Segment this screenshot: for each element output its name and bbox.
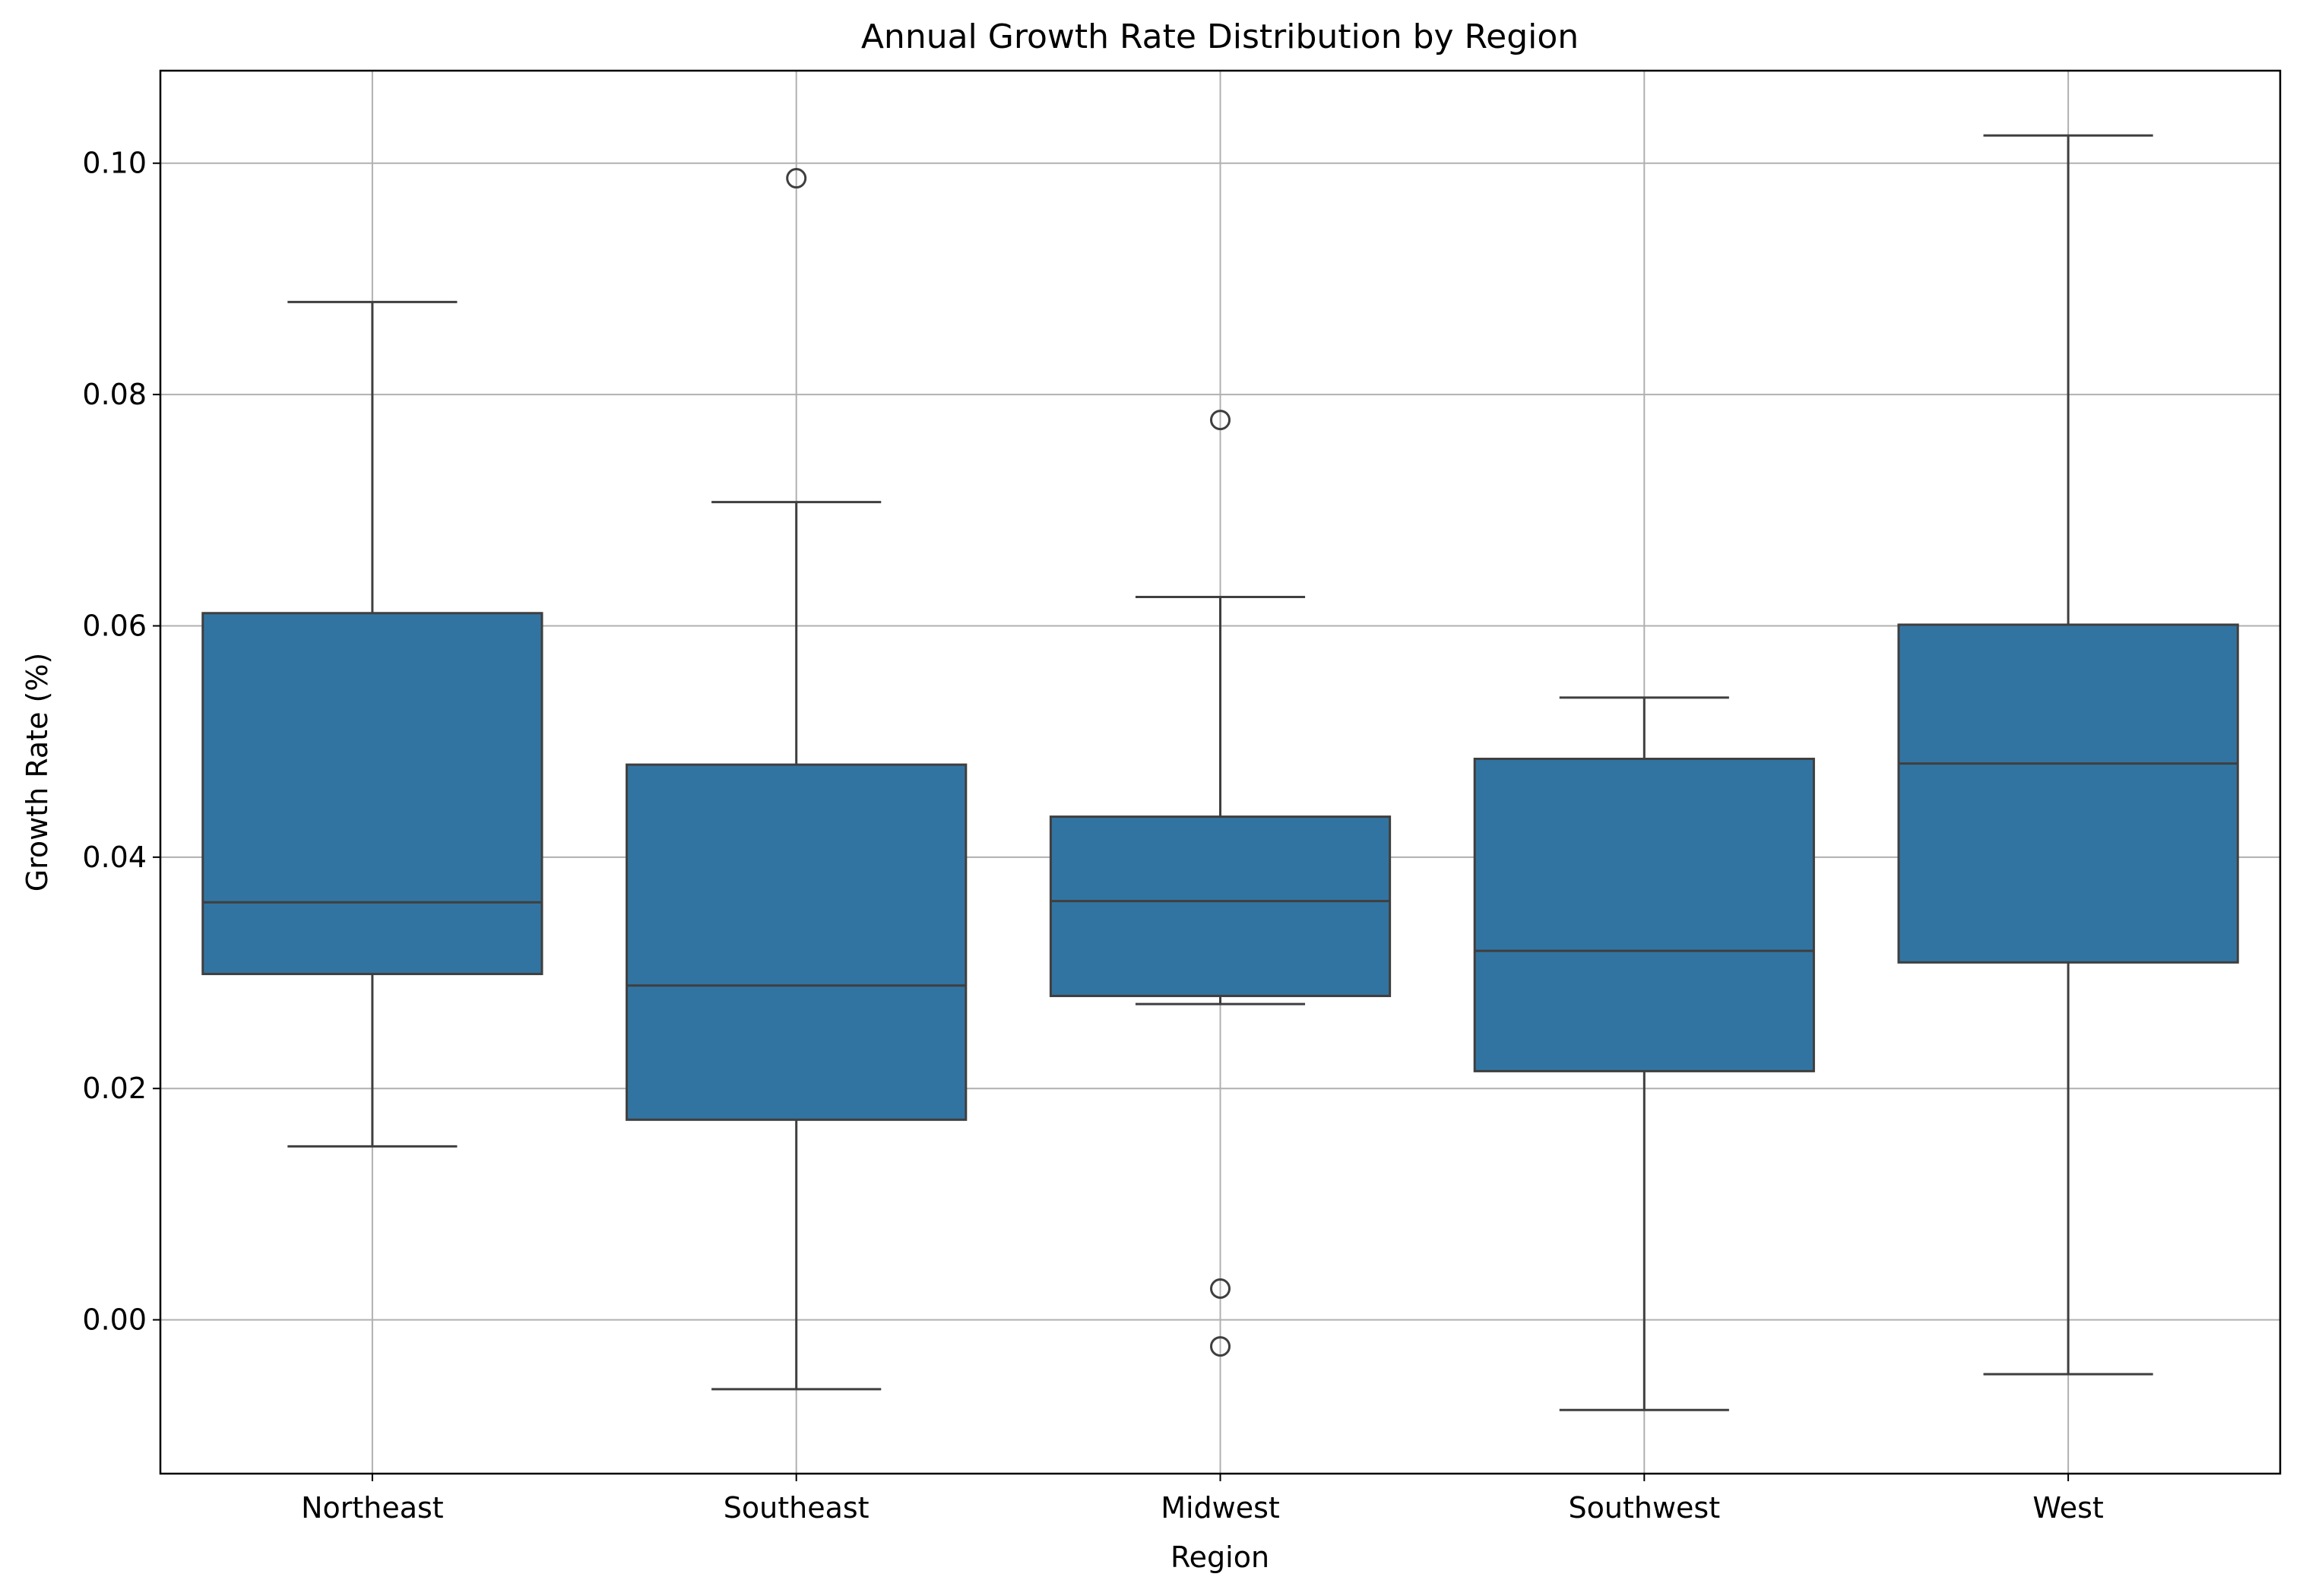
box-southwest bbox=[1473, 696, 1815, 1411]
iqr-box bbox=[1473, 757, 1815, 1072]
x-axis-ticks: Northeast Southeast Midwest Southwest West bbox=[301, 1474, 2104, 1525]
iqr-box bbox=[626, 763, 968, 1121]
outlier-point bbox=[1210, 1336, 1231, 1357]
box-west bbox=[1897, 134, 2239, 1376]
box-series bbox=[201, 134, 2239, 1411]
x-tick-label: Northeast bbox=[301, 1491, 444, 1525]
y-tick-label: 0.02 bbox=[82, 1072, 147, 1105]
iqr-box bbox=[201, 612, 543, 976]
iqr-box bbox=[1049, 815, 1392, 997]
box-midwest bbox=[1049, 410, 1392, 1357]
x-tick-label: Southeast bbox=[724, 1491, 870, 1525]
x-axis-label: Region bbox=[1171, 1541, 1269, 1574]
iqr-box bbox=[1897, 623, 2239, 964]
y-tick-label: 0.00 bbox=[82, 1303, 147, 1337]
chart-title: Annual Growth Rate Distribution by Regio… bbox=[861, 17, 1579, 56]
x-tick-label: Midwest bbox=[1161, 1491, 1280, 1525]
y-tick-label: 0.10 bbox=[82, 147, 147, 180]
y-tick-label: 0.04 bbox=[82, 841, 147, 874]
x-tick-label: West bbox=[2032, 1491, 2103, 1525]
outlier-point bbox=[786, 168, 807, 189]
outlier-point bbox=[1210, 1278, 1231, 1300]
outlier-point bbox=[1210, 410, 1231, 431]
x-tick-label: Southwest bbox=[1569, 1491, 1721, 1525]
y-tick-label: 0.08 bbox=[82, 378, 147, 411]
y-axis-label: Growth Rate (%) bbox=[21, 653, 54, 892]
y-axis-ticks: 0.00 0.02 0.04 0.06 0.08 0.10 bbox=[82, 147, 160, 1337]
box-southeast bbox=[626, 168, 968, 1391]
box-northeast bbox=[201, 300, 543, 1148]
y-tick-label: 0.06 bbox=[82, 609, 147, 642]
